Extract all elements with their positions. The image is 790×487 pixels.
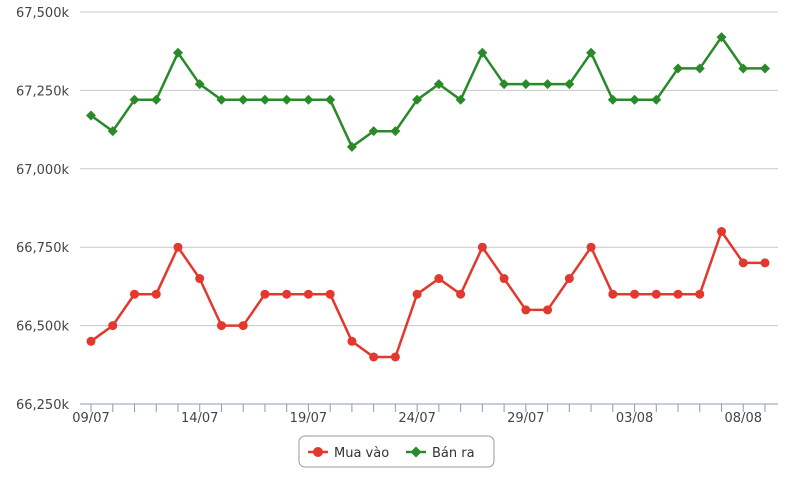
data-point[interactable] bbox=[260, 289, 270, 299]
data-point[interactable] bbox=[434, 274, 444, 284]
data-point[interactable] bbox=[325, 94, 336, 105]
legend-box bbox=[298, 435, 495, 468]
data-point[interactable] bbox=[368, 126, 379, 137]
axes: 66,250k 66,500k 66,750k 67,000k 67,250k 67,50… bbox=[16, 6, 778, 426]
data-point[interactable] bbox=[520, 79, 531, 90]
legend[interactable]: Mua vào Bán ra bbox=[298, 435, 495, 468]
data-point[interactable] bbox=[608, 289, 618, 299]
data-point[interactable] bbox=[499, 274, 509, 284]
series-line bbox=[89, 35, 767, 149]
data-point[interactable] bbox=[564, 79, 575, 90]
data-point[interactable] bbox=[390, 126, 401, 137]
data-point[interactable] bbox=[216, 321, 226, 331]
series-plot-area bbox=[86, 32, 770, 362]
data-point[interactable] bbox=[738, 258, 748, 268]
data-point[interactable] bbox=[325, 289, 335, 299]
data-point[interactable] bbox=[477, 47, 488, 58]
y-tick-label: 66,750k bbox=[16, 241, 69, 256]
y-tick-label: 66,250k bbox=[16, 398, 69, 413]
data-point[interactable] bbox=[651, 289, 661, 299]
data-point[interactable] bbox=[477, 242, 487, 252]
data-point[interactable] bbox=[673, 289, 683, 299]
data-point[interactable] bbox=[455, 94, 466, 105]
data-point[interactable] bbox=[651, 94, 662, 105]
data-point[interactable] bbox=[172, 47, 183, 58]
data-point[interactable] bbox=[694, 63, 705, 74]
data-point[interactable] bbox=[499, 79, 510, 90]
y-tick-label: 67,000k bbox=[16, 163, 69, 178]
data-point[interactable] bbox=[369, 352, 379, 362]
data-point[interactable] bbox=[281, 94, 292, 105]
data-point[interactable] bbox=[108, 321, 118, 331]
data-point[interactable] bbox=[630, 289, 640, 299]
data-point[interactable] bbox=[673, 63, 684, 74]
data-point[interactable] bbox=[586, 47, 597, 58]
legend-item-mua-vao[interactable]: Mua vào bbox=[308, 446, 389, 461]
data-point[interactable] bbox=[760, 258, 770, 268]
x-tick-label: 09/07 bbox=[72, 411, 109, 426]
data-point[interactable] bbox=[303, 94, 314, 105]
x-tick-label: 19/07 bbox=[290, 411, 327, 426]
data-point[interactable] bbox=[129, 94, 140, 105]
data-point[interactable] bbox=[542, 79, 553, 90]
data-point[interactable] bbox=[760, 63, 770, 74]
data-point[interactable] bbox=[282, 289, 292, 299]
data-point[interactable] bbox=[412, 94, 423, 105]
data-point[interactable] bbox=[456, 289, 466, 299]
legend-label: Bán ra bbox=[432, 446, 475, 461]
data-point[interactable] bbox=[86, 110, 96, 121]
data-point[interactable] bbox=[151, 289, 161, 299]
data-point[interactable] bbox=[195, 274, 205, 284]
x-tick-label: 08/08 bbox=[725, 411, 762, 426]
data-point[interactable] bbox=[390, 352, 400, 362]
data-point[interactable] bbox=[347, 336, 357, 346]
x-tick-label: 29/07 bbox=[507, 411, 544, 426]
series-ban-ra bbox=[86, 32, 770, 152]
y-tick-label: 67,500k bbox=[16, 6, 69, 21]
data-point[interactable] bbox=[716, 32, 727, 43]
data-point[interactable] bbox=[586, 242, 596, 252]
x-tick-label: 03/08 bbox=[616, 411, 653, 426]
y-tick-label: 67,250k bbox=[16, 84, 69, 99]
legend-item-ban-ra[interactable]: Bán ra bbox=[406, 446, 475, 461]
data-point[interactable] bbox=[151, 94, 162, 105]
data-point[interactable] bbox=[521, 305, 531, 315]
data-point[interactable] bbox=[194, 79, 205, 90]
legend-marker-diamond-icon bbox=[410, 446, 422, 458]
series-mua-vao bbox=[86, 227, 770, 362]
data-point[interactable] bbox=[86, 336, 96, 346]
data-point[interactable] bbox=[543, 305, 553, 315]
data-point[interactable] bbox=[695, 289, 705, 299]
data-point[interactable] bbox=[433, 79, 444, 90]
data-point[interactable] bbox=[216, 94, 227, 105]
data-point[interactable] bbox=[129, 289, 139, 299]
data-point[interactable] bbox=[259, 94, 270, 105]
x-tick-label: 14/07 bbox=[181, 411, 218, 426]
data-point[interactable] bbox=[412, 289, 422, 299]
data-point[interactable] bbox=[629, 94, 640, 105]
data-point[interactable] bbox=[717, 227, 727, 237]
data-point[interactable] bbox=[238, 94, 249, 105]
legend-marker-circle-icon bbox=[313, 447, 323, 457]
series-line bbox=[89, 230, 767, 359]
data-point[interactable] bbox=[173, 242, 183, 252]
data-point[interactable] bbox=[564, 274, 574, 284]
data-point[interactable] bbox=[738, 63, 749, 74]
y-tick-label: 66,500k bbox=[16, 320, 69, 335]
data-point[interactable] bbox=[107, 126, 118, 137]
data-point[interactable] bbox=[303, 289, 313, 299]
legend-label: Mua vào bbox=[334, 446, 389, 461]
data-point[interactable] bbox=[607, 94, 618, 105]
grid-lines bbox=[80, 11, 778, 327]
x-tick-label: 24/07 bbox=[398, 411, 435, 426]
data-point[interactable] bbox=[238, 321, 248, 331]
data-point[interactable] bbox=[346, 141, 357, 152]
